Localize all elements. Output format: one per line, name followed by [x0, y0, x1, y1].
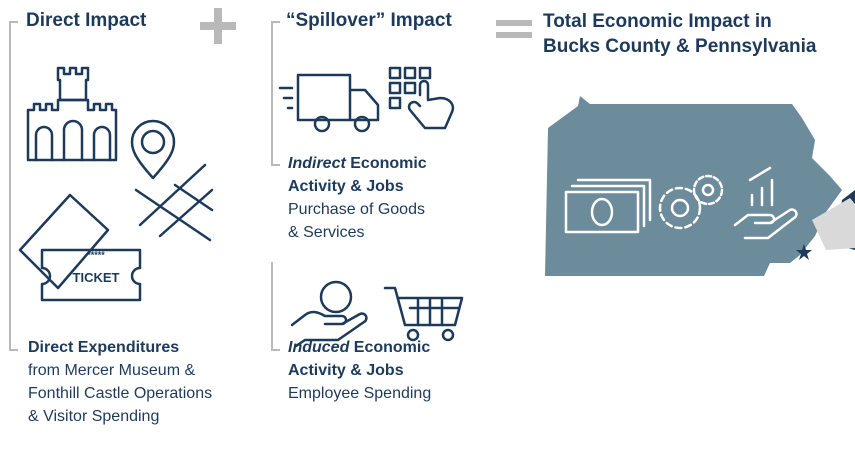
- title-rest: Economic: [349, 339, 431, 356]
- caption-line: & Services: [288, 224, 365, 241]
- direct-bracket: [9, 21, 18, 351]
- plus: [200, 8, 236, 44]
- induced-caption: Induced Economic Activity & Jobs Employe…: [288, 336, 431, 405]
- touch-icon: [388, 66, 455, 130]
- cart-icon: [383, 286, 464, 342]
- hand-coin-icon: [290, 280, 368, 348]
- caption-line: & Visitor Spending: [28, 408, 160, 425]
- castle-icon: [26, 66, 118, 162]
- spillover-heading: “Spillover” Impact: [286, 10, 452, 31]
- caption-title: Indirect Economic: [288, 152, 427, 175]
- equals-bottom: [496, 32, 532, 38]
- plus-v: [214, 8, 222, 44]
- total-heading: Total Economic Impact in Bucks County & …: [543, 9, 816, 59]
- page-curl-shadow: [812, 198, 855, 250]
- caption-line: Employee Spending: [288, 385, 432, 402]
- map-icon: [130, 119, 214, 242]
- indirect-caption: Indirect Economic Activity & Jobs Purcha…: [288, 152, 427, 244]
- caption-title-line: Activity & Jobs: [288, 178, 404, 195]
- indirect-bracket: [271, 21, 280, 166]
- equals-top: [496, 20, 532, 26]
- ticket-text: TICKET: [73, 270, 120, 285]
- title-rest: Economic: [345, 155, 427, 172]
- caption-line: Purchase of Goods: [288, 201, 425, 218]
- caption-line: from Mercer Museum &: [28, 362, 196, 379]
- caption-line: Fonthill Castle Operations: [28, 385, 213, 402]
- emphasis: Induced: [288, 339, 350, 356]
- truck-icon: [278, 73, 380, 133]
- total-heading-line: Bucks County & Pennsylvania: [543, 36, 817, 57]
- ticket-icon: [18, 193, 142, 302]
- caption-title: Induced Economic: [288, 336, 431, 359]
- emphasis: Indirect: [288, 155, 346, 172]
- caption-title-line: Activity & Jobs: [288, 362, 404, 379]
- induced-bracket: [271, 262, 280, 351]
- direct-heading: Direct Impact: [26, 10, 147, 31]
- bucks-county-star: [796, 244, 812, 260]
- caption-title: Direct Expenditures: [28, 339, 180, 356]
- brackets: [9, 21, 280, 351]
- money-icon: [564, 178, 652, 234]
- equals: [496, 20, 532, 38]
- total-heading-line: Total Economic Impact in: [543, 11, 772, 32]
- growth-icon: [733, 166, 798, 240]
- gears-icon: [658, 174, 724, 230]
- direct-caption: Direct Expenditures from Mercer Museum &…: [28, 336, 212, 428]
- ticket-stars: *****: [87, 250, 105, 260]
